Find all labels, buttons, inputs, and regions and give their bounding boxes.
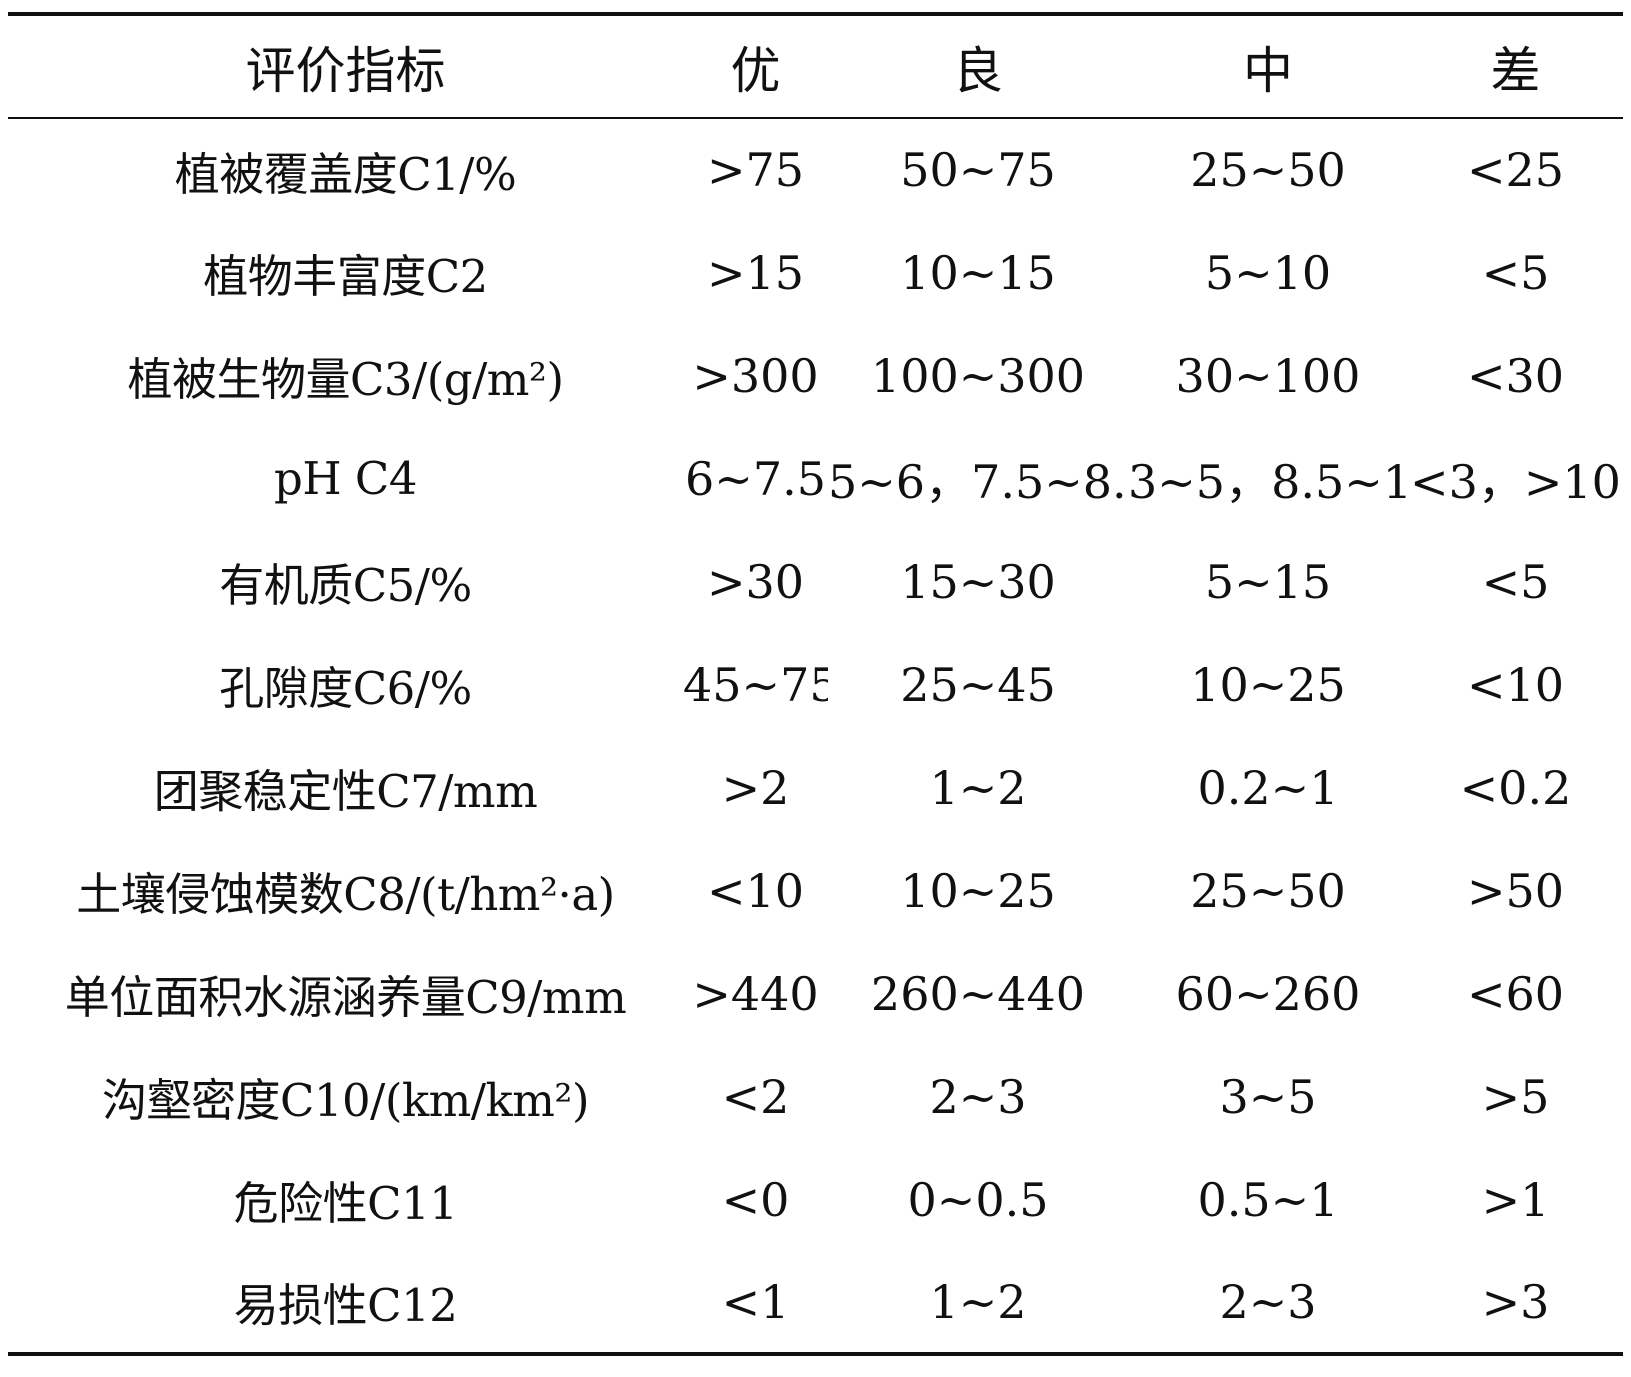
excellent-cell: >30 <box>706 554 805 609</box>
header-good: 良 <box>828 12 1128 119</box>
poor-cell: <0.2 <box>1459 760 1572 815</box>
indicator-cell: 植被生物量C3/(g/m²) <box>127 353 564 406</box>
excellent-cell: >2 <box>721 760 790 815</box>
poor-cell: <30 <box>1466 348 1565 403</box>
indicator-cell: 土壤侵蚀模数C8/(t/hm²·a) <box>76 868 615 921</box>
table-row: 危险性C11 <0 0~0.5 0.5~1 >1 <box>8 1148 1623 1251</box>
good-cell: 15~30 <box>900 554 1056 609</box>
table-row: 有机质C5/% >30 15~30 5~15 <5 <box>8 530 1623 633</box>
good-cell: 5~6，7.5~8.5 <box>828 454 1128 509</box>
good-cell: 1~2 <box>929 760 1027 815</box>
indicator-cell: 易损性C12 <box>8 1251 683 1356</box>
medium-cell: 0.5~1 <box>1197 1172 1339 1227</box>
indicator-cell: 有机质C5/% <box>219 559 472 612</box>
medium-cell: 0.2~1 <box>1197 760 1339 815</box>
table-header-row: 评价指标 优 良 中 差 <box>8 12 1623 119</box>
good-cell: 2~3 <box>929 1069 1027 1124</box>
table-row: 植物丰富度C2 >15 10~15 5~10 <5 <box>8 221 1623 324</box>
header-medium: 中 <box>1128 12 1408 119</box>
indicator-cell: 沟壑密度C10/(km/km²) <box>101 1074 590 1127</box>
excellent-cell: <2 <box>721 1069 790 1124</box>
evaluation-table-container: 评价指标 优 良 中 差 植被覆盖度C1/% >75 50~75 25~50 <… <box>8 12 1623 1356</box>
poor-cell: <25 <box>1466 143 1565 197</box>
indicator-cell: 植被覆盖度C1/% <box>174 147 517 201</box>
good-cell: 0~0.5 <box>907 1172 1049 1227</box>
poor-cell: >50 <box>1466 863 1565 918</box>
good-cell: 1~2 <box>828 1251 1128 1356</box>
poor-cell: >3 <box>1408 1251 1623 1356</box>
excellent-cell: <1 <box>683 1251 828 1356</box>
good-cell: 10~25 <box>900 863 1056 918</box>
medium-cell: 10~25 <box>1190 657 1346 712</box>
header-indicator: 评价指标 <box>8 12 683 119</box>
good-cell: 100~300 <box>870 348 1086 403</box>
poor-cell: <5 <box>1481 554 1550 609</box>
excellent-cell: >440 <box>692 966 819 1021</box>
medium-cell: 3~5 <box>1219 1069 1317 1124</box>
table-row: 植被覆盖度C1/% >75 50~75 25~50 <25 <box>8 118 1623 221</box>
poor-cell: <10 <box>1466 657 1565 712</box>
header-poor: 差 <box>1408 12 1623 119</box>
poor-cell: >5 <box>1481 1069 1550 1124</box>
table-row: 土壤侵蚀模数C8/(t/hm²·a) <10 10~25 25~50 >50 <box>8 839 1623 942</box>
table-row: 单位面积水源涵养量C9/mm >440 260~440 60~260 <60 <box>8 942 1623 1045</box>
medium-cell: 3~5，8.5~10 <box>1128 454 1408 509</box>
evaluation-index-table: 评价指标 优 良 中 差 植被覆盖度C1/% >75 50~75 25~50 <… <box>8 12 1623 1356</box>
medium-cell: 2~3 <box>1128 1251 1408 1356</box>
indicator-cell: 单位面积水源涵养量C9/mm <box>64 971 627 1024</box>
excellent-cell: >300 <box>692 348 819 403</box>
medium-cell: 25~50 <box>1190 863 1346 918</box>
medium-cell: 5~15 <box>1204 554 1332 609</box>
indicator-cell: 团聚稳定性C7/mm <box>153 765 538 818</box>
header-excellent: 优 <box>683 12 828 119</box>
medium-cell: 60~260 <box>1175 966 1361 1021</box>
excellent-cell: 45~75 <box>683 657 828 712</box>
table-row: 孔隙度C6/% 45~75 25~45 10~25 <10 <box>8 633 1623 736</box>
good-cell: 260~440 <box>870 966 1086 1021</box>
poor-cell: <3，>10 <box>1410 454 1621 509</box>
indicator-cell: 植物丰富度C2 <box>203 250 488 303</box>
indicator-cell: pH C4 <box>274 452 417 505</box>
indicator-cell: 孔隙度C6/% <box>219 662 472 715</box>
excellent-cell: <10 <box>706 863 805 918</box>
table-row: 植被生物量C3/(g/m²) >300 100~300 30~100 <30 <box>8 324 1623 427</box>
table-row: 沟壑密度C10/(km/km²) <2 2~3 3~5 >5 <box>8 1045 1623 1148</box>
good-cell: 25~45 <box>900 657 1056 712</box>
poor-cell: <60 <box>1466 966 1565 1021</box>
medium-cell: 25~50 <box>1190 143 1346 197</box>
good-cell: 50~75 <box>900 143 1056 197</box>
medium-cell: 5~10 <box>1204 245 1332 300</box>
excellent-cell: >15 <box>706 245 805 300</box>
excellent-cell: >75 <box>706 143 805 197</box>
excellent-cell: 6~7.5 <box>685 451 826 506</box>
poor-cell: >1 <box>1481 1172 1550 1227</box>
excellent-cell: <0 <box>721 1172 790 1227</box>
table-row: pH C4 6~7.5 5~6，7.5~8.5 3~5，8.5~10 <3，>1… <box>8 427 1623 530</box>
table-row: 团聚稳定性C7/mm >2 1~2 0.2~1 <0.2 <box>8 736 1623 839</box>
medium-cell: 30~100 <box>1175 348 1361 403</box>
table-row: 易损性C12 <1 1~2 2~3 >3 <box>8 1251 1623 1356</box>
good-cell: 10~15 <box>900 245 1056 300</box>
indicator-cell: 危险性C11 <box>233 1177 458 1230</box>
poor-cell: <5 <box>1481 245 1550 300</box>
